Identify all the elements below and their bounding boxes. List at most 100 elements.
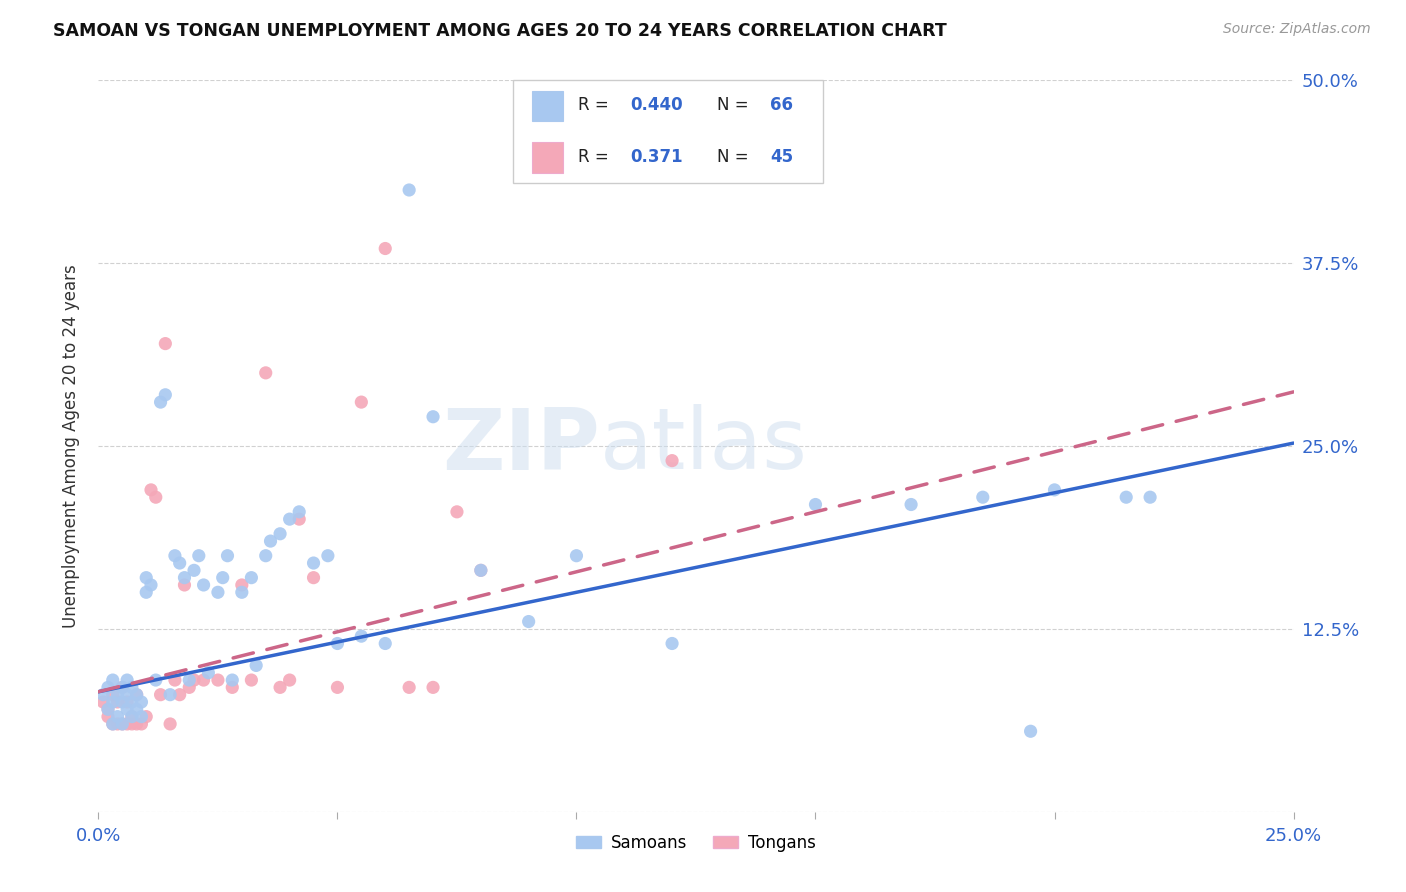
Point xyxy=(804,498,827,512)
Point xyxy=(111,717,134,731)
Point xyxy=(139,483,162,497)
Point xyxy=(193,578,215,592)
Point xyxy=(179,673,201,687)
Point xyxy=(316,549,339,563)
Point xyxy=(326,681,349,695)
Point xyxy=(155,336,177,351)
Point xyxy=(131,709,153,723)
Point xyxy=(398,681,420,695)
Point xyxy=(565,549,588,563)
Point xyxy=(350,395,373,409)
FancyBboxPatch shape xyxy=(531,91,562,121)
Point xyxy=(131,717,153,731)
Point xyxy=(173,578,195,592)
Point xyxy=(398,183,420,197)
Point xyxy=(159,688,181,702)
Point xyxy=(91,688,114,702)
Point xyxy=(121,695,143,709)
Point xyxy=(183,563,205,577)
Point xyxy=(149,688,172,702)
Point xyxy=(125,717,148,731)
Point xyxy=(1043,483,1066,497)
Point xyxy=(155,388,177,402)
Point xyxy=(183,673,205,687)
Point xyxy=(517,615,540,629)
Point xyxy=(97,681,120,695)
Point xyxy=(101,717,124,731)
Point xyxy=(302,556,325,570)
Point xyxy=(169,556,191,570)
Point xyxy=(207,585,229,599)
Point xyxy=(115,673,138,687)
Point xyxy=(145,673,167,687)
Text: 45: 45 xyxy=(770,148,793,166)
Point xyxy=(97,709,120,723)
Point xyxy=(159,717,181,731)
Point xyxy=(107,688,129,702)
Point xyxy=(97,702,120,716)
Point xyxy=(278,673,301,687)
Text: N =: N = xyxy=(717,96,754,114)
FancyBboxPatch shape xyxy=(531,142,562,173)
Text: N =: N = xyxy=(717,148,754,166)
Point xyxy=(121,681,143,695)
Point xyxy=(221,681,243,695)
Point xyxy=(101,717,124,731)
Point xyxy=(269,681,291,695)
Point xyxy=(91,695,114,709)
Point xyxy=(207,673,229,687)
Point xyxy=(107,709,129,723)
FancyBboxPatch shape xyxy=(513,80,823,183)
Point xyxy=(193,673,215,687)
Point xyxy=(111,681,134,695)
Point xyxy=(125,702,148,716)
Point xyxy=(107,717,129,731)
Point xyxy=(661,636,683,650)
Point xyxy=(661,453,683,467)
Text: 0.371: 0.371 xyxy=(631,148,683,166)
Point xyxy=(97,702,120,716)
Point xyxy=(254,549,277,563)
Point xyxy=(149,395,172,409)
Point xyxy=(972,490,994,504)
Text: SAMOAN VS TONGAN UNEMPLOYMENT AMONG AGES 20 TO 24 YEARS CORRELATION CHART: SAMOAN VS TONGAN UNEMPLOYMENT AMONG AGES… xyxy=(53,22,948,40)
Point xyxy=(269,526,291,541)
Point xyxy=(900,498,922,512)
Point xyxy=(211,571,233,585)
Point xyxy=(111,681,134,695)
Point xyxy=(288,512,311,526)
Point xyxy=(121,717,143,731)
Point xyxy=(1019,724,1042,739)
Point xyxy=(101,673,124,687)
Point xyxy=(115,688,138,702)
Point xyxy=(115,717,138,731)
Point xyxy=(422,409,444,424)
Point xyxy=(422,681,444,695)
Point xyxy=(245,658,267,673)
Point xyxy=(101,688,124,702)
Point xyxy=(259,534,281,549)
Text: R =: R = xyxy=(578,96,614,114)
Point xyxy=(135,571,157,585)
Point xyxy=(288,505,311,519)
Point xyxy=(121,709,143,723)
Text: R =: R = xyxy=(578,148,620,166)
Point xyxy=(470,563,492,577)
Point xyxy=(240,673,263,687)
Point xyxy=(374,242,396,256)
Point xyxy=(131,695,153,709)
Point xyxy=(302,571,325,585)
Legend: Samoans, Tongans: Samoans, Tongans xyxy=(569,827,823,858)
Point xyxy=(163,549,186,563)
Point xyxy=(1139,490,1161,504)
Point xyxy=(135,709,157,723)
Text: 66: 66 xyxy=(770,96,793,114)
Point xyxy=(101,695,124,709)
Point xyxy=(115,702,138,716)
Point xyxy=(111,717,134,731)
Text: atlas: atlas xyxy=(600,404,808,488)
Point xyxy=(221,673,243,687)
Point xyxy=(135,585,157,599)
Text: 0.440: 0.440 xyxy=(631,96,683,114)
Point xyxy=(145,490,167,504)
